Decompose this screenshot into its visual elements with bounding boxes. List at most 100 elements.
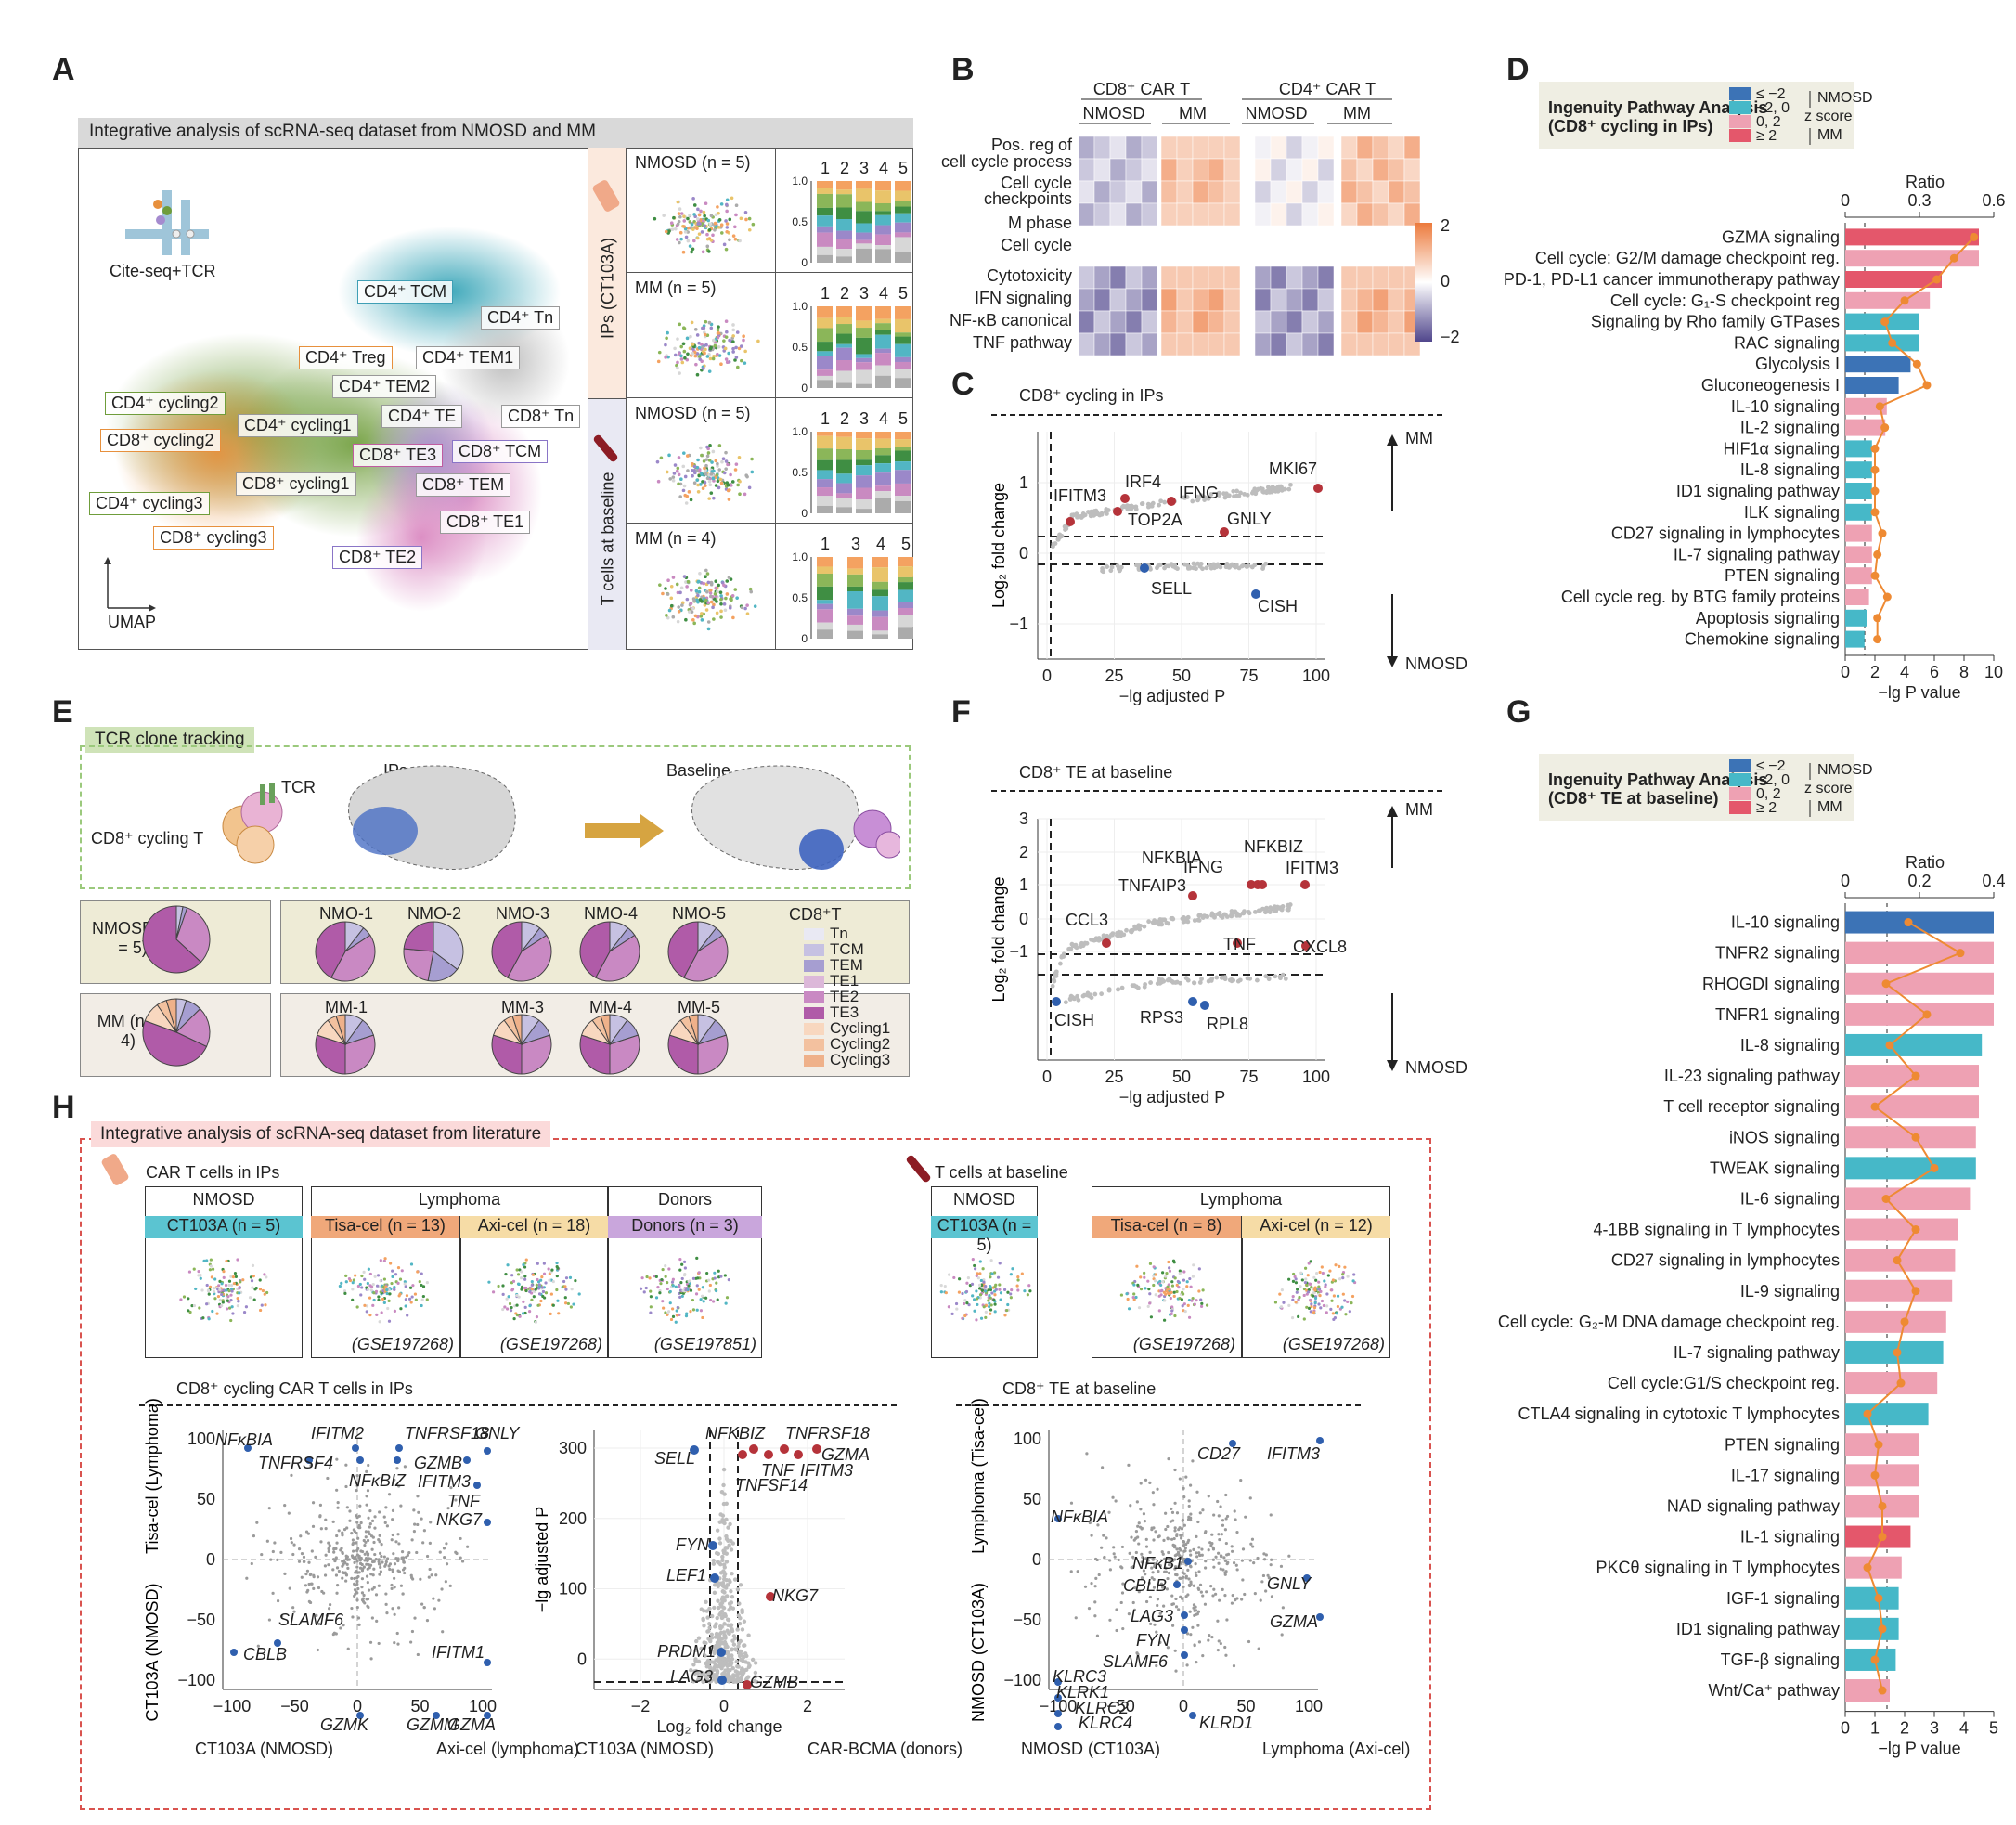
subgroup-label: MM (1343, 104, 1371, 123)
umap-point (698, 587, 702, 590)
heatmap-cell (1286, 311, 1302, 333)
umap-point (1000, 1291, 1002, 1294)
umap-point (715, 1289, 717, 1292)
umap-point (344, 1275, 347, 1277)
pathway-label: TGF-β signaling (1721, 1650, 1840, 1669)
x-tick-label: 10 (1984, 663, 2003, 681)
gene-point (1192, 980, 1196, 985)
umap-point (645, 1275, 648, 1278)
gene-point (1051, 544, 1055, 549)
umap-point (1318, 1294, 1321, 1297)
umap-point (697, 490, 701, 494)
umap-point (683, 356, 687, 360)
umap-point (502, 1293, 505, 1296)
gene-point (1195, 496, 1200, 500)
umap-point (706, 355, 710, 358)
umap-point (562, 1280, 565, 1283)
gene-point (1129, 504, 1133, 509)
umap-point (1317, 1285, 1320, 1288)
box-cell: CT103A (n = 5) (145, 1216, 303, 1238)
umap-point (1184, 1310, 1187, 1313)
umap-point (710, 601, 714, 604)
gene-point (1085, 941, 1090, 946)
umap-point (1344, 1313, 1347, 1315)
umap-point (679, 345, 683, 349)
legend-swatch (804, 1007, 824, 1019)
umap-point (232, 1275, 235, 1278)
bar-segment (836, 239, 852, 249)
tick-label: 0.5 (792, 215, 808, 228)
bar-segment (898, 615, 913, 628)
umap-point (726, 222, 730, 226)
bar-segment (856, 499, 872, 509)
umap-point (669, 1290, 672, 1293)
gene-point (1203, 496, 1208, 500)
gene-point (1152, 918, 1157, 923)
gene-point (1126, 507, 1131, 511)
y-tick: −1 (1009, 615, 1028, 633)
umap-point (1161, 1271, 1164, 1274)
umap-point (714, 459, 717, 463)
umap-point (1303, 1317, 1306, 1320)
pathway-label: Chemokine signaling (1685, 630, 1840, 649)
umap-point (710, 460, 714, 464)
umap-point (694, 363, 698, 367)
heatmap-cell (1110, 203, 1126, 226)
umap-point (676, 238, 679, 241)
pathway-label: GZMA signaling (1722, 227, 1840, 246)
bar-segment (898, 627, 913, 639)
umap-point (725, 357, 729, 361)
bar-segment (817, 557, 833, 566)
heatmap-cell (1404, 136, 1420, 159)
umap-point (531, 1280, 534, 1283)
gene-point (1263, 908, 1268, 912)
umap-point (1003, 1288, 1006, 1291)
heatmap-cell (1286, 266, 1302, 289)
legend-title: (CD8⁺ TE at baseline) (1548, 789, 1719, 808)
umap-point (725, 248, 729, 252)
umap-point (509, 1302, 511, 1305)
umap-point (1328, 1269, 1331, 1272)
umap-point (706, 476, 710, 480)
umap-point (678, 323, 681, 327)
gene-point (1110, 933, 1115, 938)
heatmap-cell (1318, 136, 1334, 159)
umap-point (1148, 1301, 1151, 1304)
umap-point (975, 1289, 977, 1292)
legend-item: ≥ 2 (1756, 128, 1777, 144)
bar-segment (856, 354, 872, 357)
umap-point (736, 484, 740, 487)
umap-point (679, 1281, 682, 1284)
umap-point (680, 357, 684, 361)
heatmap-cell (1302, 311, 1318, 333)
umap-point (640, 1288, 642, 1290)
umap-point (1305, 1284, 1308, 1287)
base-label: T cells at baseline (935, 1163, 1068, 1183)
umap-point (666, 578, 670, 582)
legend-swatch (1729, 759, 1751, 772)
colorbar-tick: 2 (1441, 216, 1450, 235)
umap-point (1206, 1304, 1208, 1307)
umap-point (667, 229, 671, 233)
umap-point (377, 1299, 380, 1301)
gene-point (1115, 933, 1119, 938)
umap-point (1319, 1290, 1322, 1293)
umap-point (1158, 1295, 1161, 1298)
legend-swatch (1729, 773, 1751, 786)
bar-segment (895, 214, 911, 223)
bar-segment (898, 566, 913, 577)
bar-segment (847, 631, 863, 639)
heatmap-cell (1357, 181, 1373, 203)
gene-point (1056, 537, 1061, 542)
umap-point (682, 451, 686, 455)
gene-point (1146, 505, 1151, 510)
gene-point (1057, 532, 1062, 537)
gene-point (1200, 566, 1205, 571)
gene-point (1054, 974, 1059, 978)
umap-point (516, 1268, 519, 1271)
heatmap-cell (1110, 266, 1126, 289)
umap-point (688, 214, 691, 217)
umap-point (665, 1275, 667, 1278)
gene-point (1157, 981, 1162, 986)
umap-point (988, 1294, 990, 1297)
